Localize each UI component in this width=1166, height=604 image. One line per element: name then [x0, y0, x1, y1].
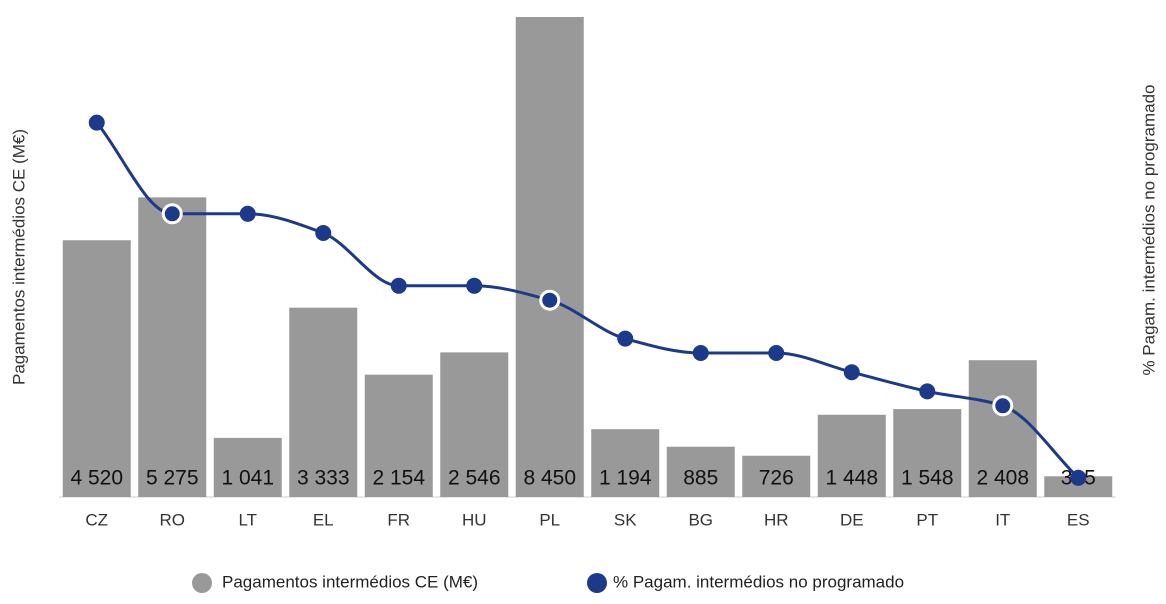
x-tick-label: HU [462, 510, 487, 529]
x-tick-label: IT [995, 510, 1010, 529]
x-tick-label: BG [688, 510, 713, 529]
bar-value-label: 726 [759, 467, 794, 490]
line-marker [466, 277, 483, 294]
legend-label: Pagamentos intermédios CE (M€) [222, 572, 478, 591]
bar-value-label: 1 194 [599, 467, 652, 490]
x-tick-label: LT [238, 510, 257, 529]
line-marker [539, 289, 561, 311]
x-tick-label: CZ [85, 510, 108, 529]
y-axis-title: Pagamentos intermédios CE (M€) [9, 129, 28, 385]
bar [213, 437, 282, 497]
line-marker [1070, 469, 1087, 486]
bar-value-label: 1 041 [221, 467, 274, 490]
bar-value-label: 4 520 [70, 467, 123, 490]
bar-value-label: 5 275 [146, 467, 199, 490]
line-marker [239, 205, 256, 222]
bar [666, 446, 735, 497]
legend-label: % Pagam. intermédios no programado [613, 572, 904, 591]
line-marker [768, 345, 785, 361]
line-marker [88, 114, 105, 131]
bar-value-label: 885 [683, 467, 718, 490]
line-marker [390, 277, 407, 294]
x-tick-label: FR [387, 510, 410, 529]
bar-value-label: 2 154 [372, 467, 425, 490]
bar-value-label: 1 448 [825, 467, 878, 490]
bar-value-label: 1 548 [901, 467, 954, 490]
bar-value-label: 8 450 [523, 467, 576, 490]
bar [62, 240, 131, 497]
bar [1044, 476, 1113, 497]
x-tick-label: EL [313, 510, 334, 529]
y2-axis-title: % Pagam. intermédios no programado [1139, 84, 1158, 375]
bar [742, 455, 811, 497]
legend-swatch [587, 573, 607, 593]
line-marker [843, 364, 860, 381]
legend-swatch [192, 573, 212, 593]
line-marker [919, 383, 936, 400]
bar [817, 414, 886, 497]
bar [138, 197, 207, 497]
bar [440, 352, 509, 497]
x-tick-label: SK [614, 510, 637, 529]
x-tick-label: ES [1067, 510, 1090, 529]
bar [515, 17, 584, 497]
x-tick-label: PT [916, 510, 938, 529]
line-marker [161, 203, 183, 225]
bar [364, 374, 433, 497]
bar-value-label: 2 408 [976, 467, 1029, 490]
bar [289, 307, 358, 497]
line-marker [315, 225, 332, 241]
bar [968, 360, 1037, 497]
bar [893, 409, 962, 497]
x-tick-label: RO [160, 510, 186, 529]
line-marker [617, 330, 634, 347]
bar-value-label: 3 333 [297, 467, 350, 490]
bar [591, 429, 660, 497]
bar-value-label: 2 546 [448, 467, 501, 490]
line-marker [992, 395, 1014, 417]
line-marker [692, 345, 709, 361]
x-tick-label: PL [539, 510, 560, 529]
x-tick-label: DE [840, 510, 864, 529]
x-tick-label: HR [764, 510, 789, 529]
